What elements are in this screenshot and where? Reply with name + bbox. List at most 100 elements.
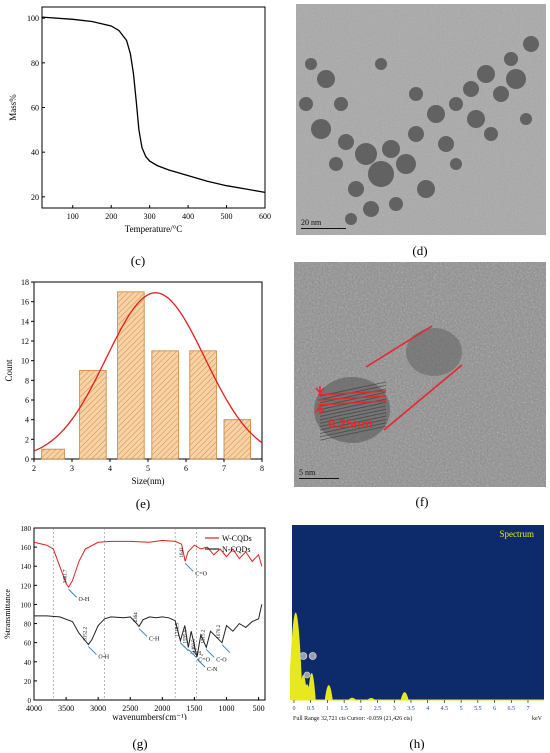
y-tick-label-e: 16 (21, 298, 29, 307)
x-tick-label-g: 3500 (58, 704, 74, 713)
y-axis-label-c: Mass% (8, 94, 18, 121)
y-tick-label-g: 40 (24, 659, 32, 667)
lattice-spacing-line (317, 390, 387, 396)
y-tick-label-g: 20 (24, 678, 32, 686)
lattice-fringe (319, 405, 387, 421)
panel-h: Spectrum 0 0.5 1 1.5 2 2.5 3 3.5 4 4.5 5 5.5 6 6.5 7 Ful… (288, 523, 546, 723)
y-tick-label-e: 6 (25, 396, 29, 405)
x-tick-label-h: 4 (426, 706, 429, 712)
annotation-arrow-g (180, 642, 189, 652)
lattice-fringe (319, 408, 387, 424)
x-tick-label-g: 500 (253, 704, 265, 713)
y-tick-label-c: 80 (31, 59, 39, 68)
nanoparticle (450, 158, 462, 170)
spectrum-peak (348, 697, 357, 700)
y-tick-label-g: 80 (24, 621, 32, 629)
x-tick-label-h: 2.5 (374, 706, 382, 712)
y-tick-label-c: 40 (31, 148, 39, 157)
nanoparticle (389, 197, 403, 211)
hrtem-lattice (294, 262, 546, 487)
x-tick-label-e: 5 (146, 464, 150, 473)
x-tick-label-h: 0.5 (307, 706, 315, 712)
caption-e: (e) (135, 496, 151, 511)
spectrum-peak (307, 673, 316, 700)
nanoparticle (467, 110, 485, 128)
nanoparticle (375, 58, 387, 70)
x-tick-label-h: 5 (460, 706, 463, 712)
series-line-g (33, 539, 263, 589)
x-tick-label-g: 1500 (186, 704, 202, 713)
x-tick-label-c: 300 (144, 212, 156, 221)
lattice-fringe (319, 415, 387, 431)
x-axis-label-g: wavenumbers(cm⁻¹) (112, 712, 186, 720)
x-tick-label-c: 200 (105, 212, 117, 221)
annotation-label-g: O-H (79, 597, 90, 603)
nanoparticle (506, 69, 526, 89)
nanoparticle (368, 161, 394, 187)
nanoparticle (338, 134, 354, 150)
nanoparticle (382, 140, 400, 158)
series-line-g (34, 604, 263, 658)
scalebar-d: 20 nm (301, 218, 346, 229)
chart-g: 4000 3500 3000 2500 2000 1500 1000 500 0 20 40 60 80… (3, 525, 266, 722)
lattice-fringe (319, 401, 387, 417)
spectrum-title: Spectrum (500, 529, 535, 539)
y-tick-label-c: 20 (31, 193, 39, 202)
scalebar-f: 5 nm (299, 468, 339, 479)
annotation-value-g: 1595.5 (183, 629, 188, 643)
y-tick-label-e: 12 (21, 337, 29, 346)
caption-g: (g) (132, 736, 148, 751)
annotation-value-g: 1718.5 (175, 623, 180, 637)
x-tick-label-h: 1 (326, 706, 329, 712)
nanoparticle (409, 87, 423, 101)
y-tick-label-e: 2 (25, 435, 29, 444)
nanoparticle (305, 58, 317, 70)
nanoparticle (484, 127, 498, 141)
y-tick-label-g: 120 (21, 582, 32, 590)
histogram-bar (189, 350, 217, 460)
spectrum-peak (367, 697, 376, 700)
histogram-bar (41, 448, 65, 460)
y-tick-label-e: 10 (21, 357, 29, 366)
nanoparticle (363, 201, 379, 217)
annotation-value-g: 3461.7 (64, 569, 69, 583)
spectrum-peak (324, 685, 333, 700)
lattice-arrow (315, 405, 325, 414)
x-tick-label-g: 2000 (154, 704, 170, 713)
histogram-bar (223, 419, 252, 460)
caption-c: (c) (130, 253, 146, 268)
annotation-value-g: 1315.2 (201, 629, 206, 643)
plot-frame-g (33, 527, 266, 701)
nanoparticle (504, 52, 518, 66)
annotation-arrow-g (205, 649, 215, 658)
y-tick-label-g: 0 (28, 697, 32, 705)
x-axis-label-c: Temperature/°C (125, 224, 182, 234)
nanoparticle (348, 181, 364, 197)
element-marker (308, 652, 317, 660)
plot-frame-c (41, 6, 266, 209)
y-axis-label-e: Count (4, 359, 14, 382)
x-tick-label-h: 1.5 (340, 706, 348, 712)
x-tick-label-g: 4000 (26, 704, 42, 713)
x-tick-label-e: 8 (260, 464, 264, 473)
panel-g: 4000 3500 3000 2500 2000 1500 1000 500 0 20 40 60 80… (0, 520, 275, 722)
annotation-value-g: 2364 (134, 612, 139, 623)
tem-image-f: 0.25nm 5 nm (294, 262, 546, 487)
nanoparticle (463, 81, 479, 97)
annotation-value-g: 1643 (180, 547, 185, 558)
x-tick-label-g: 2500 (122, 704, 138, 713)
y-tick-label-c: 100 (27, 14, 39, 23)
annotation-label-g: C-H (149, 636, 160, 642)
y-tick-label-e: 0 (25, 455, 29, 464)
tem-particles (296, 4, 546, 235)
histogram-bar (117, 291, 145, 460)
annotation-arrow-g (184, 563, 194, 572)
y-tick-label-e: 8 (25, 376, 29, 385)
annotation-arrow-g (138, 628, 148, 637)
nanoparticle (299, 97, 313, 111)
x-tick-label-c: 400 (182, 212, 194, 221)
annotation-label-g: -NH₂ (190, 651, 203, 657)
nanoparticle (396, 154, 416, 174)
red-guide-line (383, 364, 463, 431)
